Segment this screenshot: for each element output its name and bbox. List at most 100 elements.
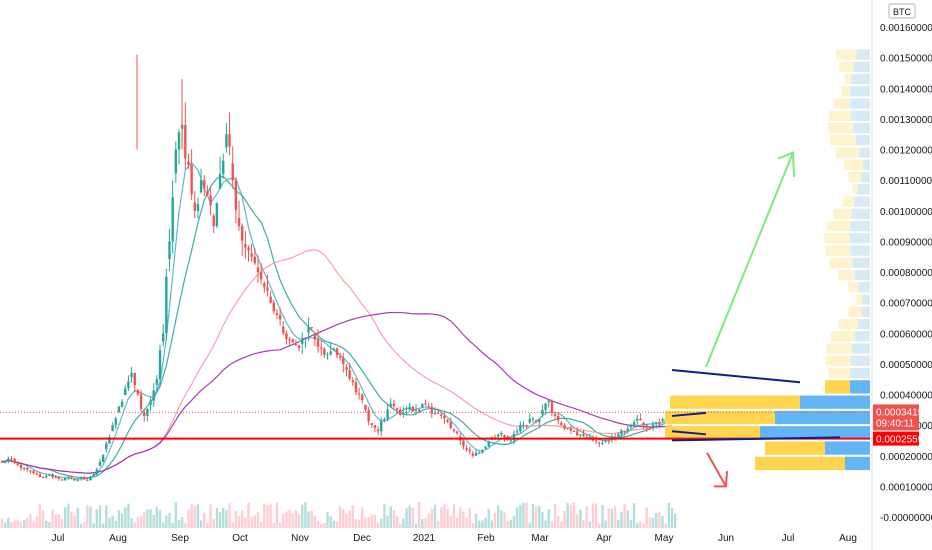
volume-bar [636,523,639,528]
volume-bar [421,519,424,528]
profile-bar-light-blue [858,318,870,330]
candle-body [342,357,345,365]
volume-bar [664,523,667,528]
candle-body [645,425,648,427]
support-badge [873,431,919,446]
candle-body [209,195,212,206]
volume-bar [566,503,569,528]
profile-bar-light-yellow [828,367,851,379]
candle-body [629,425,633,428]
candle-body [174,149,178,174]
volume-bar [70,511,73,528]
volume-bar [645,507,648,528]
candle-body [158,350,162,380]
y-tick-label: 0.00090000 [880,237,932,248]
candle-body [259,272,263,280]
profile-bar-light-yellow [827,122,854,134]
profile-bar-yellow [765,441,825,455]
candle-body [73,478,76,481]
volume-bar [73,516,76,528]
candle-body [427,405,430,407]
candle-body [430,406,434,414]
profile-bar-light-blue [850,355,870,366]
volume-bar [41,510,45,528]
candle-body [601,442,604,444]
y-axis[interactable]: BTC -0.00000000 0.00010000 0.00020000 0.0003… [871,0,932,550]
candle-body [528,419,531,423]
profile-bar-light-yellow [830,331,855,342]
profile-bar-light-blue [853,61,870,72]
profile-bar-light-blue [863,159,870,170]
profile-bar-light-yellow [824,233,851,244]
volume-bar [417,502,421,528]
profile-bar-light-yellow [833,98,851,109]
candle-body [215,203,219,227]
candle-body [228,134,231,147]
candle-body [244,244,247,248]
candle-body [124,388,127,396]
candle-body [623,430,626,432]
volume-bar [48,522,51,528]
volume-bar [424,518,427,528]
candle-body [436,412,440,414]
profile-bar-blue [845,456,870,471]
candle-body [361,394,364,401]
profile-bar-light-yellow [836,49,857,60]
volume-bar [506,521,509,528]
volume-bar [607,508,610,528]
candle-body [282,326,285,334]
candle-body [307,327,310,333]
volume-bar [348,510,351,528]
candle-body [395,407,399,410]
volume-bar [481,520,484,528]
y-tick-label: 0.00100000 [880,207,932,218]
volume-bar [231,522,234,528]
candle-body [288,339,291,341]
candle-body [582,434,585,437]
trendline-short [671,411,707,417]
candle-body [636,419,639,421]
volume-bar [228,503,231,528]
profile-bar-light-yellow [825,355,851,366]
x-tick-label: Sep [171,533,189,544]
volume-bar [95,509,99,528]
volume-bar [250,516,253,528]
candle-body [654,422,658,424]
volume-bar [468,507,471,528]
trendline-upper [671,369,801,384]
moving-average-line [1,249,673,474]
volume-bar [253,515,257,528]
candle-body [380,421,383,432]
volume-bar [528,522,531,528]
volume-bar [143,512,146,528]
candle-body [373,425,377,428]
volume-bar [604,520,607,528]
volume-bar [509,519,513,528]
volume-bar [433,504,437,528]
profile-bar-light-blue [852,343,870,354]
candle-body [563,425,566,429]
trendline-lower [671,436,841,442]
candle-body [329,351,332,355]
y-tick-label: 0.00140000 [880,84,932,95]
volume-bar [310,510,313,528]
candle-body [478,452,481,454]
candle-body [203,180,206,189]
annotations [0,151,870,488]
candle-body [76,479,80,481]
volume-bar [534,506,538,528]
volume-bar [275,502,279,528]
candle-body [114,418,117,426]
candle-body [367,409,370,422]
volume-bar [29,514,32,528]
currency-label: BTC [893,7,912,17]
x-axis[interactable]: Jul Aug Sep Oct Nov Dec 2021 Feb Mar Apr May Jun Jul… [52,533,857,544]
volume-bar [544,520,547,528]
volume-bar [487,508,490,528]
x-tick-label: Jun [718,533,734,544]
volume-bar [563,510,566,528]
volume-bar [240,510,244,528]
candle-body [108,436,111,444]
candle-body [484,446,487,449]
